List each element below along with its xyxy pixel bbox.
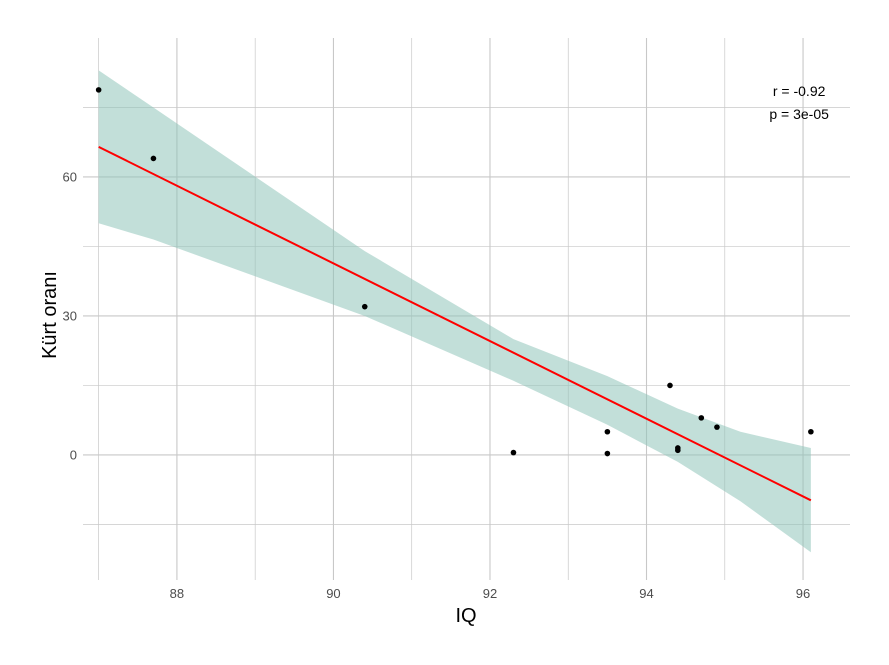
- data-point: [510, 449, 517, 456]
- stat-annotation: r = -0.92: [773, 83, 826, 99]
- confidence-band-layer: [98, 70, 811, 553]
- x-tick-label: 90: [326, 586, 340, 601]
- regression-line-layer: [98, 145, 812, 502]
- data-point: [361, 303, 368, 310]
- y-tick-label: 60: [63, 169, 77, 184]
- data-point: [675, 447, 681, 454]
- x-axis-title: IQ: [455, 605, 476, 627]
- regression-line: [98, 145, 812, 502]
- annotations: r = -0.92 p = 3e-05: [769, 83, 829, 122]
- data-point: [150, 155, 157, 162]
- data-point: [698, 415, 705, 421]
- stat-annotation: p = 3e-05: [769, 106, 829, 122]
- grid: [83, 38, 850, 580]
- data-points: [95, 87, 814, 457]
- x-tick-label: 92: [483, 586, 497, 601]
- data-point: [714, 424, 720, 430]
- data-point: [667, 382, 673, 389]
- y-tick-label: 0: [70, 447, 77, 462]
- tick-labels: 88 90 92 94 96 0 30 60: [63, 169, 811, 601]
- data-point: [604, 428, 611, 435]
- x-tick-label: 88: [170, 586, 184, 601]
- y-tick-label: 30: [63, 308, 77, 323]
- data-point: [808, 428, 814, 435]
- data-point: [95, 87, 102, 93]
- x-tick-label: 96: [796, 586, 810, 601]
- confidence-band: [98, 70, 811, 553]
- data-point: [604, 450, 611, 457]
- x-tick-label: 94: [639, 586, 653, 601]
- y-axis-title: Kürt oranı: [39, 271, 61, 359]
